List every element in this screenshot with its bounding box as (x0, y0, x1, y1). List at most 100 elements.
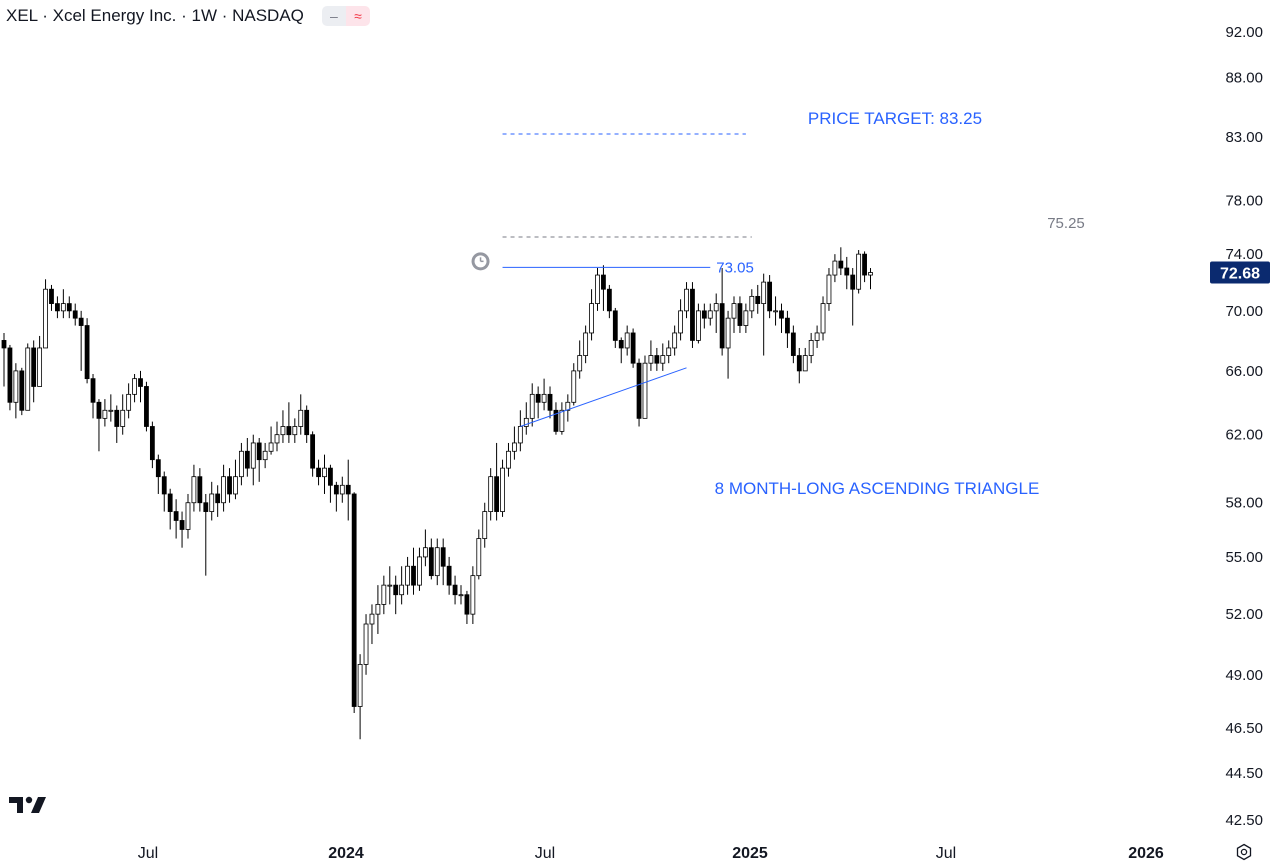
candle[interactable] (138, 370, 143, 403)
candle[interactable] (862, 251, 867, 283)
candle[interactable] (559, 402, 565, 435)
candle[interactable] (262, 442, 268, 469)
candle[interactable] (280, 410, 286, 443)
candle[interactable] (84, 318, 90, 384)
candle[interactable] (173, 499, 179, 539)
candle[interactable] (310, 431, 316, 477)
candle[interactable] (55, 296, 60, 319)
candle[interactable] (203, 493, 209, 576)
candle[interactable] (167, 488, 173, 530)
candle[interactable] (333, 481, 339, 512)
candle[interactable] (155, 454, 161, 494)
candle[interactable] (796, 347, 802, 384)
candle[interactable] (523, 402, 529, 435)
candle[interactable] (197, 468, 203, 512)
candle[interactable] (328, 464, 333, 503)
candle[interactable] (707, 303, 713, 326)
candle[interactable] (654, 347, 660, 371)
triangle-support-line[interactable] (520, 367, 687, 427)
candle[interactable] (268, 426, 274, 455)
candle[interactable] (790, 325, 796, 364)
candle[interactable] (547, 386, 553, 419)
candle[interactable] (618, 337, 624, 364)
candle[interactable] (417, 547, 422, 591)
time-axis[interactable]: Jul 2024 Jul 2025 Jul 2026 (138, 845, 1164, 862)
tradingview-logo-icon[interactable] (8, 794, 48, 816)
candle[interactable] (357, 654, 363, 740)
candle[interactable] (470, 566, 476, 625)
candle[interactable] (132, 373, 137, 403)
candle[interactable] (517, 410, 523, 452)
candle[interactable] (90, 373, 96, 419)
candle[interactable] (250, 434, 256, 486)
candle[interactable] (814, 325, 820, 348)
candle[interactable] (719, 268, 725, 356)
candle[interactable] (666, 340, 672, 364)
candle[interactable] (422, 529, 428, 567)
candle[interactable] (500, 459, 505, 517)
candle[interactable] (672, 325, 678, 356)
candle[interactable] (292, 418, 298, 443)
candle[interactable] (464, 590, 470, 625)
candle[interactable] (850, 268, 856, 326)
candle[interactable] (755, 284, 761, 314)
candle[interactable] (808, 332, 814, 364)
candle[interactable] (31, 340, 37, 403)
candle[interactable] (96, 399, 102, 452)
candle[interactable] (316, 459, 321, 486)
candle[interactable] (66, 296, 72, 319)
candle[interactable] (191, 464, 197, 512)
candle[interactable] (701, 303, 707, 329)
candle[interactable] (298, 394, 304, 435)
candle[interactable] (589, 289, 594, 341)
price-axis[interactable]: 92.00 88.00 83.00 78.00 74.00 70.00 66.00 62.00… (1225, 24, 1263, 829)
candle[interactable] (832, 254, 838, 283)
candle[interactable] (304, 405, 310, 443)
candle[interactable] (221, 464, 226, 512)
candle[interactable] (43, 279, 48, 349)
candle[interactable] (185, 493, 191, 539)
candle[interactable] (161, 471, 167, 512)
candle[interactable] (630, 328, 636, 368)
candle[interactable] (743, 303, 749, 333)
candle[interactable] (179, 511, 185, 548)
candle[interactable] (606, 284, 612, 319)
candle[interactable] (458, 585, 464, 605)
candle[interactable] (725, 310, 731, 379)
candle[interactable] (624, 325, 630, 356)
candle[interactable] (411, 547, 416, 595)
collapse-badge[interactable]: – (321, 6, 346, 26)
candle[interactable] (506, 442, 511, 477)
candle[interactable] (60, 289, 66, 319)
candle[interactable] (387, 566, 393, 605)
candle[interactable] (428, 538, 434, 580)
candle[interactable] (612, 307, 618, 348)
candle[interactable] (785, 310, 790, 348)
candle[interactable] (535, 386, 541, 419)
candle[interactable] (19, 367, 25, 416)
candle[interactable] (126, 383, 132, 419)
candle[interactable] (844, 256, 850, 290)
candle[interactable] (37, 335, 43, 387)
candle[interactable] (149, 421, 155, 469)
candle[interactable] (660, 343, 666, 371)
candle[interactable] (345, 459, 351, 521)
candle[interactable] (322, 454, 327, 494)
candle[interactable] (102, 399, 108, 427)
candle[interactable] (690, 282, 695, 348)
candle[interactable] (114, 405, 120, 443)
candle[interactable] (25, 343, 31, 411)
candle[interactable] (571, 363, 577, 406)
candle[interactable] (238, 442, 244, 486)
candle[interactable] (13, 363, 19, 419)
candle[interactable] (583, 325, 589, 364)
candle[interactable] (749, 289, 755, 319)
candle[interactable] (1, 332, 7, 387)
candle[interactable] (274, 421, 280, 452)
candle[interactable] (529, 383, 535, 427)
candle[interactable] (512, 426, 517, 460)
candle[interactable] (72, 303, 78, 326)
candle[interactable] (838, 247, 844, 276)
candle[interactable] (369, 604, 375, 645)
